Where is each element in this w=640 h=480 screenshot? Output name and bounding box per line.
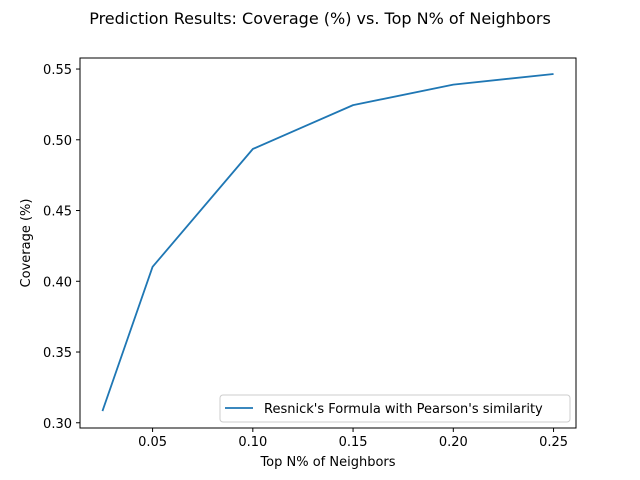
legend-series-label: Resnick's Formula with Pearson's similar…	[264, 402, 543, 417]
y-tick-label: 0.40	[43, 275, 72, 290]
y-tick-label: 0.45	[43, 205, 72, 220]
legend: Resnick's Formula with Pearson's similar…	[219, 394, 571, 423]
plot-area-frame	[79, 57, 577, 429]
chart-title: Prediction Results: Coverage (%) vs. Top…	[89, 9, 551, 28]
y-axis-ticks: 0.30 0.35 0.40 0.45 0.50 0.55	[43, 63, 80, 432]
legend-box	[219, 394, 571, 423]
series-line	[101, 73, 554, 412]
x-tick-label: 0.15	[339, 435, 368, 450]
x-axis-ticks: 0.05 0.10 0.15 0.20 0.25	[138, 428, 568, 450]
x-tick-label: 0.20	[439, 435, 468, 450]
x-tick-label: 0.25	[539, 435, 568, 450]
x-axis-label: Top N% of Neighbors	[259, 455, 395, 470]
y-axis-label: Coverage (%)	[19, 199, 34, 288]
y-tick-label: 0.35	[43, 346, 72, 361]
x-tick-label: 0.05	[138, 435, 167, 450]
series-layer	[101, 73, 554, 412]
y-tick-label: 0.30	[43, 417, 72, 432]
x-tick-label: 0.10	[238, 435, 267, 450]
y-tick-label: 0.55	[43, 63, 72, 78]
y-tick-label: 0.50	[43, 134, 72, 149]
